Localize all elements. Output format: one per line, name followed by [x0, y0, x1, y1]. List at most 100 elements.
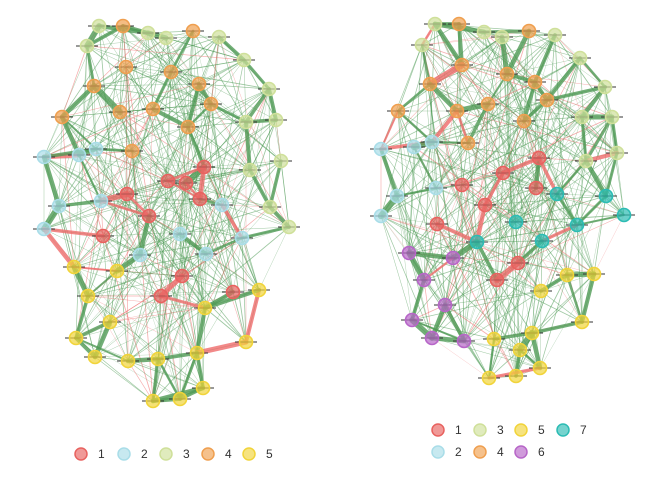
- edge: [86, 45, 172, 73]
- network-node: [85, 141, 107, 157]
- edge: [127, 307, 206, 362]
- edge: [109, 270, 118, 323]
- edge: [411, 319, 495, 340]
- edge: [487, 34, 556, 105]
- edge: [199, 198, 247, 343]
- network-node: [492, 165, 514, 181]
- node-circle: [281, 219, 297, 235]
- node-circle: [178, 175, 194, 191]
- edge: [506, 73, 606, 88]
- edge: [170, 71, 270, 90]
- legend-swatch-3: [473, 423, 487, 437]
- edge: [205, 253, 260, 291]
- edge: [452, 257, 498, 281]
- node-circle: [495, 165, 511, 181]
- node-circle: [185, 23, 201, 39]
- edge: [160, 291, 234, 297]
- node-circle: [51, 198, 67, 214]
- edge: [517, 193, 558, 264]
- node-circle: [261, 81, 277, 97]
- network-node: [411, 37, 433, 53]
- edge: [566, 224, 578, 276]
- edge: [244, 120, 252, 172]
- edge: [397, 110, 446, 306]
- network-node: [68, 147, 90, 163]
- edge: [444, 304, 495, 340]
- edge: [204, 237, 243, 309]
- edge: [436, 223, 517, 377]
- network-node: [457, 135, 479, 151]
- edge: [406, 250, 456, 261]
- network-node: [425, 180, 447, 196]
- network-node: [138, 208, 160, 224]
- node-circle: [549, 186, 565, 202]
- edge: [75, 337, 181, 400]
- network-node: [419, 76, 441, 92]
- nodes-left: [33, 18, 300, 409]
- edge: [109, 295, 162, 323]
- node-circle: [373, 141, 389, 157]
- edge: [127, 226, 290, 362]
- edge: [204, 253, 207, 309]
- edge: [412, 145, 438, 190]
- node-circle: [460, 135, 476, 151]
- network-node: [536, 92, 558, 108]
- node-circle: [236, 52, 252, 68]
- edge: [434, 23, 504, 174]
- node-circle: [109, 263, 125, 279]
- node-circle: [160, 173, 176, 189]
- legend-label: 5: [266, 447, 273, 461]
- edge: [466, 102, 490, 145]
- legend-item: 6: [514, 445, 545, 459]
- node-circle: [197, 300, 213, 316]
- edge: [93, 85, 133, 152]
- edge: [93, 83, 200, 87]
- edge: [396, 109, 434, 144]
- node-circle: [456, 333, 472, 349]
- edge: [506, 73, 578, 226]
- network-node: [142, 393, 164, 409]
- edge: [199, 198, 207, 255]
- edge: [75, 200, 102, 339]
- edge: [116, 193, 128, 272]
- edge: [165, 37, 245, 61]
- edge: [452, 257, 465, 342]
- edge: [127, 295, 162, 362]
- node-circle: [527, 74, 543, 90]
- network-node: [601, 109, 623, 125]
- edge: [221, 160, 282, 206]
- node-circle: [180, 119, 196, 135]
- legend-swatch-4: [473, 445, 487, 459]
- edge: [515, 274, 568, 377]
- network-node: [569, 50, 591, 66]
- network-node: [83, 78, 105, 94]
- network-node: [446, 103, 468, 119]
- network-node: [231, 230, 253, 246]
- network-node: [571, 109, 593, 125]
- network-node: [531, 233, 553, 249]
- edge: [484, 195, 607, 206]
- legend-swatch-5: [514, 423, 528, 437]
- edge: [435, 187, 541, 369]
- edge: [160, 295, 198, 354]
- network-node: [466, 234, 488, 250]
- legend-item: 3: [473, 423, 504, 437]
- edge: [517, 187, 537, 264]
- edge: [86, 45, 212, 105]
- edge: [73, 237, 243, 268]
- network-node: [239, 162, 261, 178]
- network-node: [90, 193, 112, 209]
- edge: [199, 198, 234, 293]
- edge: [94, 356, 154, 402]
- edge: [43, 108, 154, 158]
- node-circle: [112, 104, 128, 120]
- edge: [539, 273, 595, 369]
- node-circle: [449, 103, 465, 119]
- edge: [461, 184, 568, 276]
- node-circle: [512, 342, 528, 358]
- node-circle: [404, 312, 420, 328]
- edge: [87, 295, 204, 389]
- network-node: [155, 30, 177, 46]
- network-panel-left: [33, 18, 300, 409]
- edge: [484, 204, 519, 264]
